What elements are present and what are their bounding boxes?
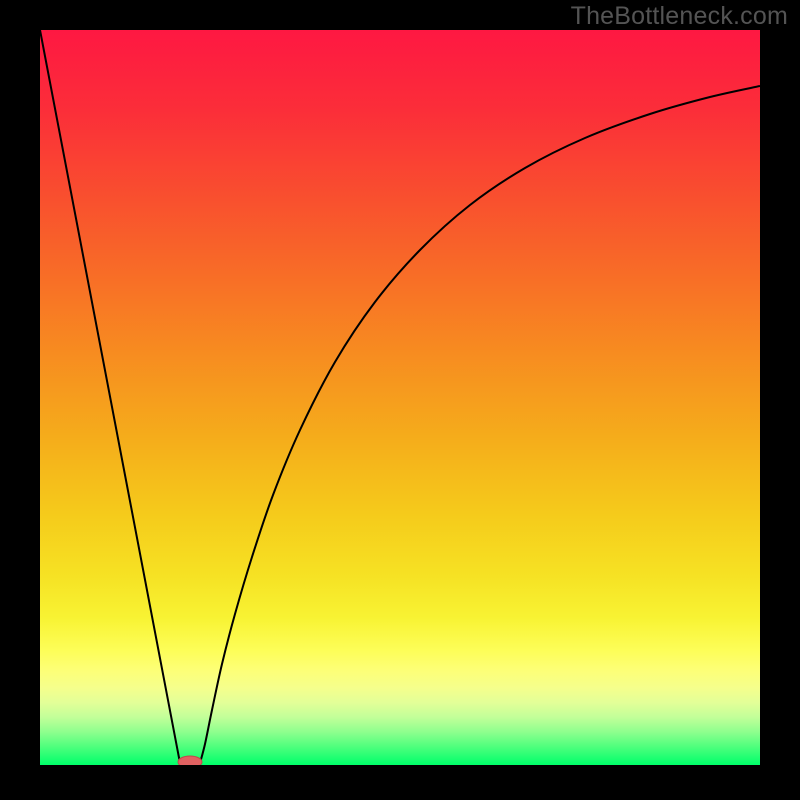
chart-container: TheBottleneck.com: [0, 0, 800, 800]
watermark-text: TheBottleneck.com: [571, 2, 788, 31]
chart-gradient-background: [40, 30, 760, 765]
bottleneck-curve-chart: [0, 0, 800, 800]
